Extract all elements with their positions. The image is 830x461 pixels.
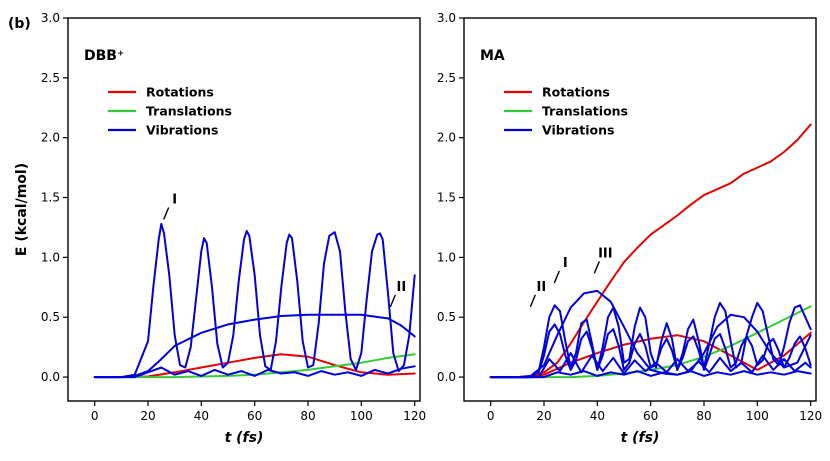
- series-line-vibrations-4: [489, 301, 812, 379]
- legend-label-translations: Translations: [542, 104, 628, 119]
- y-tick-label: 2.0: [41, 131, 60, 145]
- series-group: [489, 123, 812, 379]
- y-tick-label: 2.0: [437, 131, 456, 145]
- series-group: [93, 222, 416, 379]
- series-line-vibrations-6: [489, 352, 812, 379]
- x-tick-label: 60: [247, 409, 262, 423]
- series-line-rotations-1: [489, 331, 812, 379]
- legend-label-rotations: Rotations: [542, 85, 610, 100]
- y-tick-label: 0.0: [437, 370, 456, 384]
- plot-frame: [67, 17, 421, 402]
- series-line-vibrations-7: [489, 370, 812, 379]
- y-tick-label: 2.5: [437, 71, 456, 85]
- plot-frame: [463, 17, 817, 402]
- y-tick-label: 1.5: [41, 191, 60, 205]
- series-line-vibrations-2: [93, 222, 416, 379]
- annotation-label: II: [536, 280, 546, 295]
- x-tick-label: 80: [300, 409, 315, 423]
- y-tick-label: 0.5: [437, 310, 456, 324]
- x-tick-label: 40: [194, 409, 209, 423]
- annotation-pointer: [389, 294, 396, 308]
- y-tick-label: 2.5: [41, 71, 60, 85]
- series-line-vibrations-4: [93, 365, 416, 379]
- x-tick-label: 0: [487, 409, 495, 423]
- x-tick-label: 0: [91, 409, 99, 423]
- series-line-translations-1: [93, 353, 416, 379]
- y-tick-label: 3.0: [41, 11, 60, 25]
- legend-label-translations: Translations: [146, 104, 232, 119]
- annotation-pointer: [163, 207, 170, 220]
- x-tick-label: 40: [590, 409, 605, 423]
- figure-label: (b): [8, 16, 31, 32]
- y-tick-label: 0.0: [41, 370, 60, 384]
- panel-ma: 0 20 40 60 80 100 120 0.0 0.5 1.0 1.5 2.0 2.5 3.0 t (f…: [437, 11, 822, 446]
- panel-dbb: 0 20 40 60 80 100 120 0.0 0.5 1.0 1.5 2.0 2.5 3.0 t (f…: [14, 11, 426, 446]
- annotation-label: I: [563, 256, 568, 271]
- x-tick-label: 100: [350, 409, 373, 423]
- y-tick-label: 3.0: [437, 11, 456, 25]
- panel-title: MA: [480, 48, 505, 64]
- y-tick-label: 1.5: [437, 191, 456, 205]
- y-tick-label: 0.5: [41, 310, 60, 324]
- legend-label-vibrations: Vibrations: [146, 123, 218, 138]
- annotation-pointer: [593, 261, 600, 274]
- y-axis-label: E (kcal/mol): [14, 163, 30, 256]
- annotation-label: II: [396, 280, 406, 295]
- annotation-pointer: [553, 270, 560, 284]
- x-axis-label: t (fs): [621, 430, 660, 446]
- x-tick-label: 80: [696, 409, 711, 423]
- x-tick-label: 100: [746, 409, 769, 423]
- annotation-label: III: [598, 246, 613, 261]
- panel-title: DBB⁺: [84, 48, 124, 64]
- series-line-vibrations-3: [489, 289, 812, 379]
- y-tick-label: 1.0: [41, 250, 60, 264]
- x-tick-label: 20: [536, 409, 551, 423]
- x-axis-label: t (fs): [225, 430, 264, 446]
- x-tick-label: 120: [403, 409, 426, 423]
- annotation-label: I: [172, 193, 177, 208]
- x-tick-label: 20: [140, 409, 155, 423]
- legend-label-rotations: Rotations: [146, 85, 214, 100]
- legend-label-vibrations: Vibrations: [542, 123, 614, 138]
- series-line-vibrations-3: [93, 313, 416, 379]
- annotation-pointer: [529, 294, 536, 308]
- x-tick-label: 60: [643, 409, 658, 423]
- y-tick-label: 1.0: [437, 250, 456, 264]
- x-tick-label: 120: [799, 409, 822, 423]
